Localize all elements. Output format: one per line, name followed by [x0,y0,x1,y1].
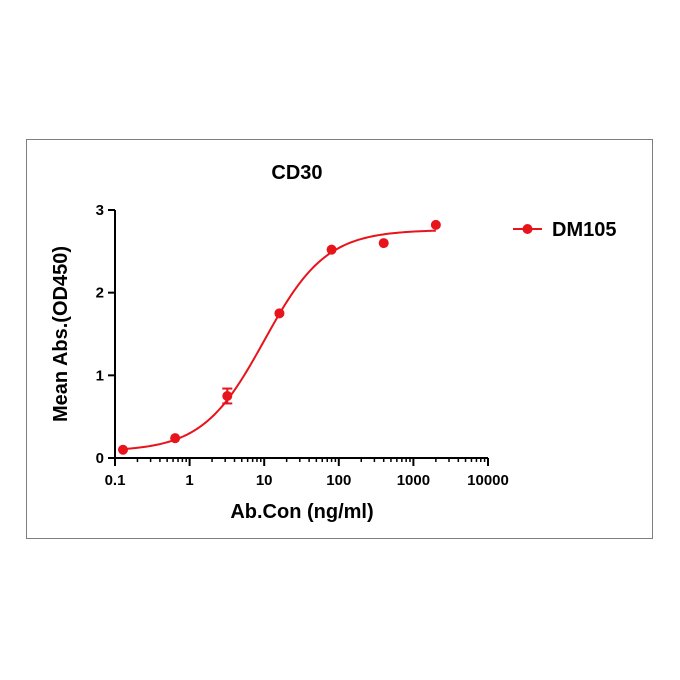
x-tick-label: 10000 [467,472,509,489]
x-tick-label: 10 [256,472,273,489]
fit-curves [122,229,436,451]
x-axis-label: Ab.Con (ng/ml) [230,501,373,523]
x-tick-label: 1000 [397,472,430,489]
legend: DM105 [513,219,616,241]
y-tick-label: 2 [96,285,104,302]
axes: 0 1 2 3 0.1 1 10 100 1000 10000 [96,202,509,489]
fit-curve [122,229,436,451]
x-tick-label: 1 [185,472,193,489]
data-point [430,219,441,230]
legend-label: DM105 [552,219,616,241]
data-point [222,391,233,401]
y-tick-label: 1 [96,367,104,384]
data-point [274,308,285,319]
data-point [326,244,337,255]
data-points [117,219,441,455]
x-tick-label: 100 [326,472,351,489]
y-tick-label: 3 [96,202,104,219]
data-point [378,238,389,249]
x-tick-label: 0.1 [105,472,126,489]
y-tick-label: 0 [96,450,104,467]
chart-frame [26,139,653,539]
data-point [170,433,181,444]
chart-title: CD30 [271,162,322,184]
y-axis-label: Mean Abs.(OD450) [50,246,72,422]
data-point [117,444,128,455]
legend-marker [522,224,533,234]
